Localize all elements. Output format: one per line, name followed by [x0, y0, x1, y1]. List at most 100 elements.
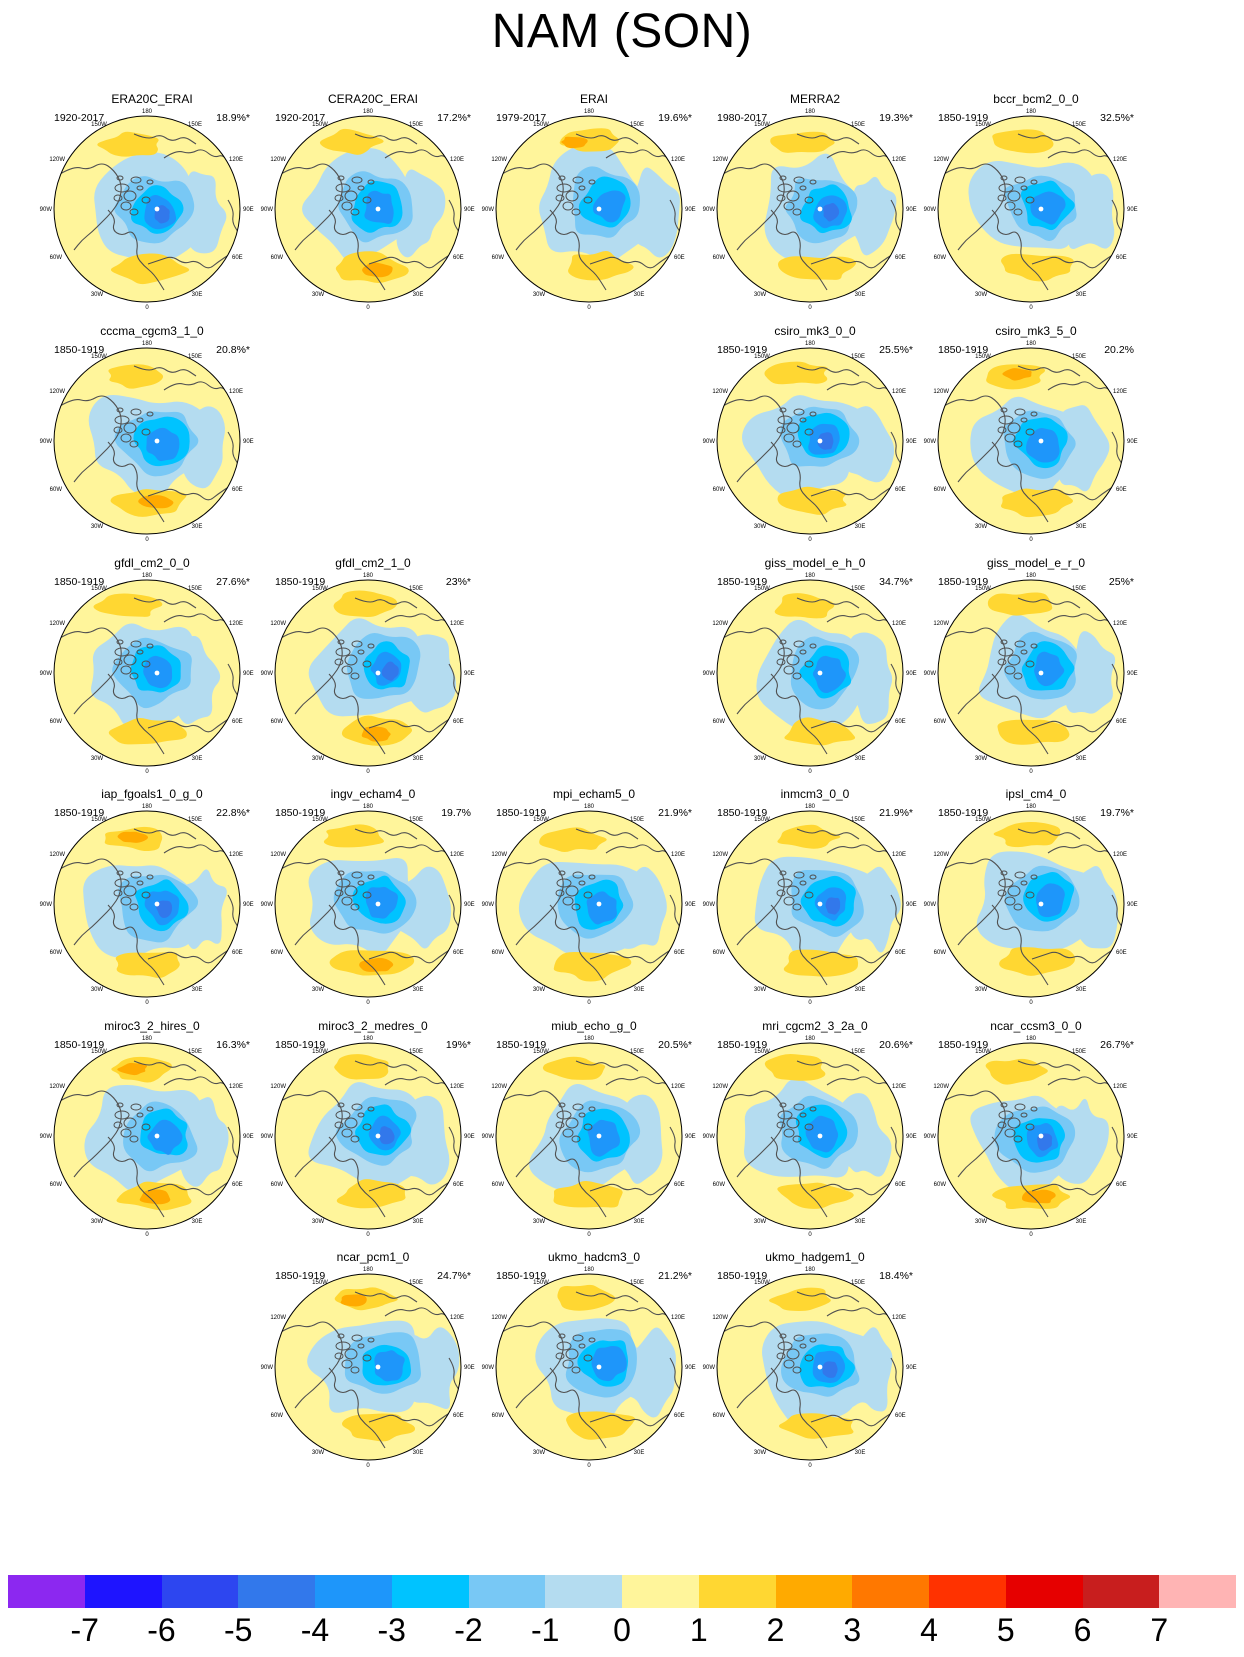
pole-marker — [154, 901, 160, 907]
pole-marker — [817, 438, 823, 444]
arctic-island — [792, 672, 802, 680]
longitude-label: 120E — [450, 852, 464, 858]
contour-pos-pacific — [93, 593, 163, 617]
longitude-label: 150E — [188, 354, 202, 360]
longitude-label: 60E — [674, 1413, 685, 1419]
pole-marker — [375, 1133, 381, 1139]
polar-map: 180 150W 150E 120W 120E 90W 90E 60W 60E 30W 30E 0 — [482, 109, 696, 311]
arctic-island — [792, 1366, 802, 1374]
arctic-island — [1025, 196, 1035, 204]
longitude-label: 120W — [933, 389, 949, 395]
longitude-label: 150E — [409, 586, 423, 592]
longitude-label: 150W — [533, 1049, 549, 1055]
arctic-island — [123, 654, 137, 666]
coastline — [890, 894, 902, 928]
map-panel: mpi_echam5_0 1850-1919 21.9%* 180 150W 150E 12… — [482, 787, 696, 1007]
coastline — [669, 1126, 681, 1160]
panel-variance-explained: 18.4%* — [879, 1270, 913, 1282]
arctic-island — [779, 870, 787, 876]
longitude-label: 60E — [232, 1182, 243, 1188]
arctic-island — [120, 201, 132, 211]
arctic-island — [1004, 896, 1016, 906]
coastline — [826, 381, 898, 405]
panel-model-name: csiro_mk3_0_0 — [774, 324, 856, 338]
longitude-label: 150E — [188, 122, 202, 128]
longitude-label: 120W — [270, 1084, 286, 1090]
arctic-island — [998, 647, 1014, 657]
arctic-island — [350, 1135, 360, 1143]
panel-variance-explained: 20.2% — [1104, 344, 1134, 356]
longitude-label: 30E — [1076, 524, 1087, 530]
contour-neg-1b — [848, 866, 901, 953]
arctic-island — [786, 190, 800, 202]
contour-pos-atlantic-core — [359, 957, 394, 972]
map-border — [53, 347, 241, 535]
longitude-label: 0 — [1029, 769, 1033, 775]
coastline — [133, 365, 197, 377]
coastline — [826, 1076, 898, 1100]
colorbar-segment — [852, 1575, 929, 1608]
longitude-label: 120W — [270, 1315, 286, 1321]
map-border — [937, 1042, 1125, 1230]
map-panel: miroc3_2_hires_0 1850-1919 16.3%* 180 150W 15… — [40, 1019, 254, 1239]
map-border — [716, 579, 904, 767]
arctic-island — [1025, 428, 1035, 436]
pole-marker — [154, 1133, 160, 1139]
pole-marker — [596, 1364, 602, 1370]
longitude-label: 60W — [271, 950, 284, 956]
longitude-label: 150E — [851, 1049, 865, 1055]
colorbar-segment — [315, 1575, 392, 1608]
contour-pos-atlantic — [999, 947, 1076, 976]
colorbar — [8, 1575, 1236, 1608]
arctic-island — [337, 639, 345, 645]
map-field — [938, 116, 1124, 302]
longitude-label: 120E — [892, 389, 906, 395]
arctic-island — [1007, 422, 1021, 434]
longitude-label: 150E — [851, 1280, 865, 1286]
pole-marker — [817, 901, 823, 907]
polar-map: 180 150W 150E 120W 120E 90W 90E 60W 60E 30W 30E 0 — [703, 109, 917, 311]
longitude-label: 120E — [1113, 157, 1127, 163]
panel-variance-explained: 18.9%* — [216, 112, 250, 124]
longitude-label: 0 — [145, 537, 149, 543]
longitude-label: 150W — [91, 122, 107, 128]
pole-marker — [817, 1364, 823, 1370]
arctic-island — [341, 665, 353, 675]
map-panel: mri_cgcm2_3_2a_0 1850-1919 20.6%* 180 150W 15… — [703, 1019, 917, 1239]
map-panel: ukmo_hadcm3_0 1850-1919 21.2%* 180 150W 150E 1… — [482, 1250, 696, 1470]
longitude-label: 0 — [1029, 1000, 1033, 1006]
panel-period: 1850-1919 — [496, 807, 547, 819]
panel-period: 1850-1919 — [938, 112, 989, 124]
arctic-island — [351, 871, 363, 879]
map-field — [717, 116, 903, 302]
longitude-label: 0 — [366, 1463, 370, 1469]
map-panel: gfdl_cm2_0_0 1850-1919 27.6%* 180 150W 150E 12… — [40, 556, 254, 776]
map-border — [495, 115, 683, 303]
arctic-island — [1030, 179, 1038, 185]
coastline — [549, 1367, 607, 1449]
panel-variance-explained: 21.9%* — [658, 807, 692, 819]
arctic-island — [335, 183, 351, 193]
coastline — [770, 1367, 828, 1449]
longitude-label: 30E — [634, 292, 645, 298]
panel-model-name: giss_model_e_r_0 — [986, 556, 1086, 570]
arctic-island — [556, 183, 572, 193]
longitude-label: 90W — [703, 207, 716, 213]
map-field — [496, 1274, 682, 1460]
longitude-label: 120E — [671, 852, 685, 858]
map-field — [275, 580, 461, 766]
arctic-island — [1013, 1135, 1023, 1143]
longitude-label: 60E — [895, 1413, 906, 1419]
contour-neg-4 — [812, 655, 846, 694]
longitude-label: 150E — [630, 122, 644, 128]
coastline — [1047, 149, 1119, 173]
arctic-island — [357, 185, 365, 191]
colorbar-segment — [8, 1575, 85, 1608]
longitude-label: 0 — [808, 1232, 812, 1238]
contour-neg-4 — [592, 190, 626, 223]
panel-model-name: gfdl_cm2_1_0 — [335, 556, 411, 570]
longitude-label: 120E — [671, 157, 685, 163]
arctic-island — [129, 1135, 139, 1143]
longitude-label: 90W — [261, 207, 274, 213]
longitude-label: 120W — [933, 621, 949, 627]
